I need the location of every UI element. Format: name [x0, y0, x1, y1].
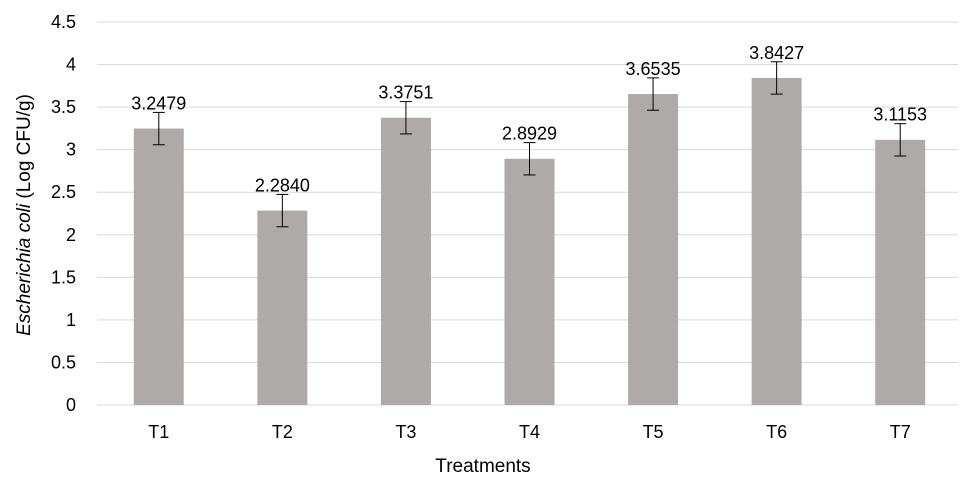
x-axis-tick-labels: T1 T2 T3 T4 T5 T6 T7: [148, 422, 910, 442]
x-tick-label-t2: T2: [272, 422, 293, 442]
data-label-t5: 3.6535: [626, 59, 681, 79]
y-tick-label: 4.5: [51, 12, 76, 32]
bar-t6: [751, 77, 802, 405]
bar-t1: [133, 128, 184, 405]
y-tick-label: 2.5: [51, 182, 76, 202]
error-bar-t7: [894, 123, 907, 157]
error-bar-t3: [399, 101, 412, 135]
bar-t3: [380, 117, 431, 405]
bar-t7: [875, 139, 926, 405]
error-bar-t1: [152, 111, 165, 146]
y-axis-title: Escherichia coli (Log CFU/g): [14, 94, 35, 336]
y-tick-label: 3: [66, 140, 76, 160]
x-tick-label-t5: T5: [643, 422, 664, 442]
bars: [133, 77, 926, 405]
y-tick-label: 3.5: [51, 97, 76, 117]
data-label-t3: 3.3751: [378, 83, 433, 103]
x-tick-label-t6: T6: [766, 422, 787, 442]
error-bar-t4: [523, 142, 536, 176]
y-tick-label: 1: [66, 310, 76, 330]
y-tick-label: 4: [66, 55, 76, 75]
data-labels: 3.2479 2.2840 3.3751 2.8929 3.6535 3.8427 3.11…: [131, 43, 927, 196]
data-label-t2: 2.2840: [255, 175, 310, 195]
data-label-t1: 3.2479: [131, 93, 186, 113]
error-bar-t6: [770, 61, 783, 95]
y-tick-label: 0.5: [51, 352, 76, 372]
data-label-t6: 3.8427: [749, 43, 804, 63]
x-tick-label-t7: T7: [890, 422, 911, 442]
error-bars: [152, 61, 907, 228]
x-axis-title: Treatments: [435, 456, 530, 477]
bar-t2: [257, 210, 308, 405]
data-label-t4: 2.8929: [502, 124, 557, 144]
y-axis-tick-labels: 0 0.5 1 1.5 2 2.5 3 3.5 4 4.5: [51, 12, 76, 415]
y-tick-label: 0: [66, 395, 76, 415]
x-tick-label-t1: T1: [148, 422, 169, 442]
x-tick-label-t4: T4: [519, 422, 540, 442]
y-tick-label: 2: [66, 225, 76, 245]
y-tick-label: 1.5: [51, 267, 76, 287]
y-axis-title-unit: (Log CFU/g): [14, 94, 35, 204]
error-bar-t5: [647, 77, 660, 111]
bar-t5: [628, 94, 679, 405]
bar-t4: [504, 158, 555, 405]
x-tick-label-t3: T3: [395, 422, 416, 442]
y-axis-title-italic: Escherichia coli: [14, 203, 35, 336]
data-label-t7: 3.1153: [873, 105, 927, 125]
error-bar-t2: [276, 193, 289, 228]
